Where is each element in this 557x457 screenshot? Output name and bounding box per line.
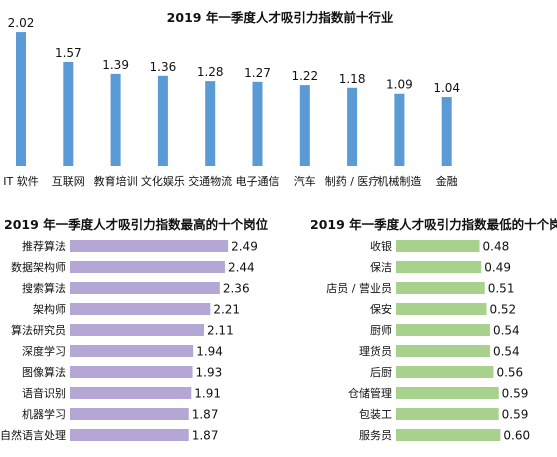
bottom-position-value-label: 0.59 <box>502 408 529 422</box>
top-position-category-label: 架构师 <box>33 302 66 316</box>
bottom-position-bar <box>396 240 480 252</box>
industry-category-label: 汽车 <box>294 174 316 188</box>
bottom-position-value-label: 0.48 <box>483 240 510 254</box>
bottom-position-category-label: 理货员 <box>359 344 392 358</box>
industry-bar <box>157 75 168 166</box>
industry-bar <box>299 85 310 166</box>
top-position-bar <box>70 261 225 273</box>
bottom-position-bar <box>396 324 490 336</box>
top-position-category-label: 自然语言处理 <box>0 428 66 442</box>
top-position-category-label: 图像算法 <box>22 365 66 379</box>
bottom-position-value-label: 0.51 <box>488 282 515 296</box>
industry-category-label: 制药 / 医疗 <box>325 174 380 188</box>
top-position-category-label: 数据架构师 <box>11 260 66 274</box>
top-chart-title: 2019 年一季度人才吸引力指数前十行业 <box>167 10 394 25</box>
bottom-position-category-label: 店员 / 营业员 <box>326 281 392 295</box>
bottom-position-category-label: 保安 <box>370 302 392 316</box>
industry-category-label: IT 软件 <box>3 174 38 188</box>
top-position-bar <box>70 408 189 420</box>
top-position-bar <box>70 240 229 252</box>
bottom-position-bar <box>396 366 494 378</box>
industry-value-label: 2.02 <box>8 16 35 30</box>
bottom-position-bar <box>396 408 499 420</box>
top-position-category-label: 语音识别 <box>22 386 66 400</box>
industry-value-label: 1.04 <box>433 81 460 95</box>
bottom-position-category-label: 收银 <box>370 239 392 253</box>
industry-bar <box>205 81 216 166</box>
bottom-position-bar <box>396 387 499 399</box>
bottom-position-bar <box>396 345 490 357</box>
top-position-value-label: 1.87 <box>192 429 219 443</box>
industry-category-label: 互联网 <box>52 175 85 188</box>
top-position-bar <box>70 324 204 336</box>
top-position-value-label: 1.87 <box>192 408 219 422</box>
bottom-position-category-label: 保洁 <box>370 260 392 274</box>
bottom-position-category-label: 仓储管理 <box>348 386 392 400</box>
top-position-value-label: 1.93 <box>196 366 223 380</box>
industry-bar <box>16 32 26 166</box>
bottom-positions-bar-chart: 收银 0.48 保洁 0.49 店员 / 营业员 0.51 保安 0.52 厨师 0.54 理货员 0… <box>326 239 530 443</box>
top-position-bar <box>70 345 194 357</box>
top-position-category-label: 深度学习 <box>22 344 66 358</box>
industry-value-label: 1.39 <box>102 58 129 72</box>
bottom-position-bar <box>396 282 485 294</box>
top-positions-bar-chart: 推荐算法 2.49 数据架构师 2.44 搜索算法 2.36 架构师 2.21 算法研究员 2.1… <box>0 239 258 443</box>
bottom-position-value-label: 0.60 <box>503 429 530 443</box>
bottom-position-bar <box>396 261 482 273</box>
bottom-position-value-label: 0.54 <box>493 324 520 338</box>
right-chart-title: 2019 年一季度人才吸引力指数最低的十个岗位 <box>310 217 557 232</box>
top-position-category-label: 算法研究员 <box>11 323 66 337</box>
industry-category-label: 教育培训 <box>94 174 138 188</box>
bottom-position-category-label: 包装工 <box>359 408 392 421</box>
top-position-category-label: 机器学习 <box>22 407 66 421</box>
bottom-position-category-label: 后厨 <box>370 366 392 379</box>
industry-bar <box>63 61 74 167</box>
top-position-bar <box>70 429 189 441</box>
top-position-value-label: 2.44 <box>228 261 255 275</box>
bottom-position-bar <box>396 429 501 441</box>
bottom-position-value-label: 0.54 <box>493 345 520 359</box>
top-position-value-label: 1.91 <box>194 387 221 401</box>
industry-bar <box>347 87 358 166</box>
top-position-value-label: 2.36 <box>223 282 250 296</box>
industry-value-label: 1.18 <box>339 72 366 86</box>
top-position-category-label: 推荐算法 <box>22 239 66 253</box>
bottom-position-value-label: 0.49 <box>484 261 511 275</box>
industry-value-label: 1.57 <box>55 46 82 60</box>
industry-value-label: 1.09 <box>386 78 413 92</box>
industry-bar <box>441 97 452 166</box>
bottom-position-value-label: 0.52 <box>489 303 516 317</box>
top-position-value-label: 2.11 <box>207 324 234 338</box>
industry-category-label: 文化娱乐 <box>141 174 185 188</box>
industry-category-label: 金融 <box>436 174 458 188</box>
left-chart-title: 2019 年一季度人才吸引力指数最高的十个岗位 <box>4 217 269 232</box>
bottom-position-category-label: 服务员 <box>359 429 392 442</box>
top-industries-bar-chart: 2.02 IT 软件 1.57 互联网 1.39 教育培训 1.36 文化娱乐 1.28 交通物流… <box>3 16 460 188</box>
bottom-position-bar <box>396 303 487 315</box>
top-position-category-label: 搜索算法 <box>22 281 66 295</box>
bottom-position-value-label: 0.59 <box>502 387 529 401</box>
industry-value-label: 1.28 <box>197 65 224 79</box>
top-position-bar <box>70 387 192 399</box>
top-position-bar <box>70 303 211 315</box>
top-position-bar <box>70 366 193 378</box>
industry-value-label: 1.27 <box>244 66 271 80</box>
bottom-position-category-label: 厨师 <box>370 324 392 337</box>
bottom-position-value-label: 0.56 <box>496 366 523 380</box>
top-position-value-label: 1.94 <box>196 345 223 359</box>
industry-bar <box>110 73 121 166</box>
industry-bar <box>252 81 263 166</box>
industry-value-label: 1.36 <box>150 60 177 74</box>
top-position-value-label: 2.21 <box>213 303 240 317</box>
industry-bar <box>394 93 405 166</box>
industry-category-label: 机械制造 <box>377 174 421 188</box>
top-position-bar <box>70 282 220 294</box>
top-position-value-label: 2.49 <box>231 240 258 254</box>
industry-category-label: 交通物流 <box>188 174 232 188</box>
industry-value-label: 1.22 <box>291 69 318 83</box>
industry-category-label: 电子通信 <box>236 175 280 188</box>
